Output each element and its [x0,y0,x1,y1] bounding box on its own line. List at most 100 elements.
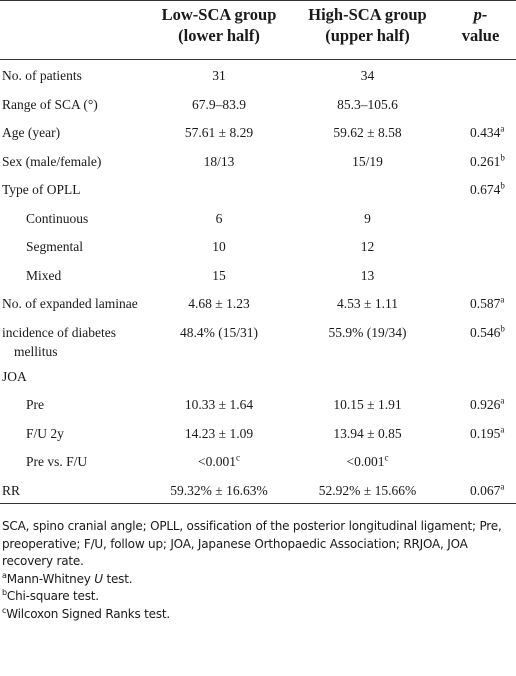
cell-value: 13.94 ± 0.85 [333,425,402,441]
cell-value: 15 [212,267,226,283]
row-label: incidence of diabetes mellitus [2,324,116,359]
cell [148,174,290,203]
column-header-line: value [461,26,500,45]
cell-value: 4.68 ± 1.23 [188,296,250,311]
cell-value: 12 [360,239,375,254]
cell [290,361,445,390]
row-label-cell: Continuous [0,203,148,232]
cell-value: 6 [215,210,223,226]
row-label: Type of OPLL [2,182,81,197]
column-header: Low-SCA group (lower half) [148,0,290,60]
table-row: RR 59.32% ± 16.63% 52.92% ± 15.66% 0.067a [0,475,516,504]
cell: 10.15 ± 1.91 [290,389,445,418]
cell-value: 57.61 ± 8.29 [184,125,254,140]
cell-value: 10 [212,239,226,254]
cell-value: 0.067 [470,482,501,498]
cell-value: <0.001 [198,454,236,469]
cell-value: 59.62 ± 8.58 [333,125,402,140]
row-label-cell: Pre vs. F/U [0,446,148,475]
cell-value: 0.926 [470,397,501,412]
cell-value: 67.9–83.9 [192,96,246,112]
footnote-text: Mann-Whitney [6,571,95,586]
cell [445,60,516,89]
row-label: No. of expanded laminae [2,296,138,311]
row-label-cell: No. of patients [0,60,148,89]
footnote-mark: c [236,452,240,463]
row-label-cell: Mixed [0,260,148,289]
cell: 13 [290,260,445,289]
cell-value: 18/13 [203,153,235,169]
cell-value: 4.53 ± 1.11 [337,296,398,311]
column-header: High-SCA group (upper half) [290,0,445,60]
table-row: Range of SCA (°) 67.9–83.9 85.3–105.6 [0,89,516,118]
footnote-mark: b [500,152,505,162]
cell [148,361,290,390]
cell-value: 10.33 ± 1.64 [184,397,254,412]
row-label-cell: JOA [0,361,148,390]
cell: 52.92% ± 15.66% [290,475,445,504]
column-header-line: Low-SCA group [161,5,277,24]
cell-value: 85.3–105.6 [337,96,398,112]
cell-value: 0.434 [470,125,501,140]
cell: 18/13 [148,146,290,175]
table-row: Mixed 15 13 [0,260,516,289]
cell: 9 [290,203,445,232]
cell-value: 0.674 [470,182,501,197]
footnote-mark: c [2,605,7,615]
row-label-cell: No. of expanded laminae [0,288,148,317]
cell: 15 [148,260,290,289]
cell: 6 [148,203,290,232]
table-row: Sex (male/female) 18/13 15/19 0.261b [0,146,516,175]
cell: 15/19 [290,146,445,175]
column-header-line: (upper half) [325,26,410,45]
cell: 10.33 ± 1.64 [148,389,290,418]
cell: 55.9% (19/34) [290,317,445,361]
row-label: Pre [26,397,44,412]
cell: 34 [290,60,445,89]
cell: 31 [148,60,290,89]
row-label: Age (year) [2,125,61,140]
column-header: p-value [445,0,516,60]
table-row: Pre 10.33 ± 1.64 10.15 ± 1.91 0.926a [0,389,516,418]
cell [445,89,516,118]
cell [445,361,516,390]
cell-value: 55.9% (19/34) [328,324,407,340]
footnote-mark: c [384,452,389,463]
cell [445,231,516,260]
cell: 0.195a [445,418,516,447]
footnote-text: Wilcoxon Signed Ranks test. [6,606,171,621]
cell-value: 52.92% ± 15.66% [318,482,417,498]
cell: 4.68 ± 1.23 [148,288,290,317]
cell: 59.62 ± 8.58 [290,117,445,146]
column-header-line: (lower half) [178,26,260,45]
row-label-cell: Range of SCA (°) [0,89,148,118]
cell-value: 48.4% (15/31) [180,324,258,340]
cell: 0.261b [445,146,516,175]
cell: 85.3–105.6 [290,89,445,118]
row-label: Pre vs. F/U [26,454,88,469]
row-label-cell: Age (year) [0,117,148,146]
row-label: Continuous [26,210,89,226]
cell-value: 34 [360,68,375,83]
cell: 14.23 ± 1.09 [148,418,290,447]
cell-value: 13 [360,267,375,283]
cell-value: 31 [212,68,226,83]
row-label: Range of SCA (°) [2,96,98,112]
cell [445,260,516,289]
footnote-mark: b [2,588,7,597]
cell: 0.587a [445,288,516,317]
table-row: F/U 2y 14.23 ± 1.09 13.94 ± 0.85 0.195a [0,418,516,447]
footnote-mark: a [500,481,505,491]
table-header: Low-SCA group (lower half) High-SCA group (… [0,0,516,60]
footnote-mark: a [2,570,7,580]
table-row: No. of patients 31 34 [0,60,516,89]
column-header-line: p- [473,5,488,24]
cell-value: <0.001 [346,454,385,469]
footnote: cWilcoxon Signed Ranks test. [2,606,514,624]
cell: 67.9–83.9 [148,89,290,118]
cell-value: 0.261 [470,153,501,169]
row-label-cell: RR [0,475,148,504]
footnote-text: Chi-square test. [6,589,99,603]
cell-value: 9 [364,210,371,226]
table-row: Segmental 10 12 [0,231,516,260]
